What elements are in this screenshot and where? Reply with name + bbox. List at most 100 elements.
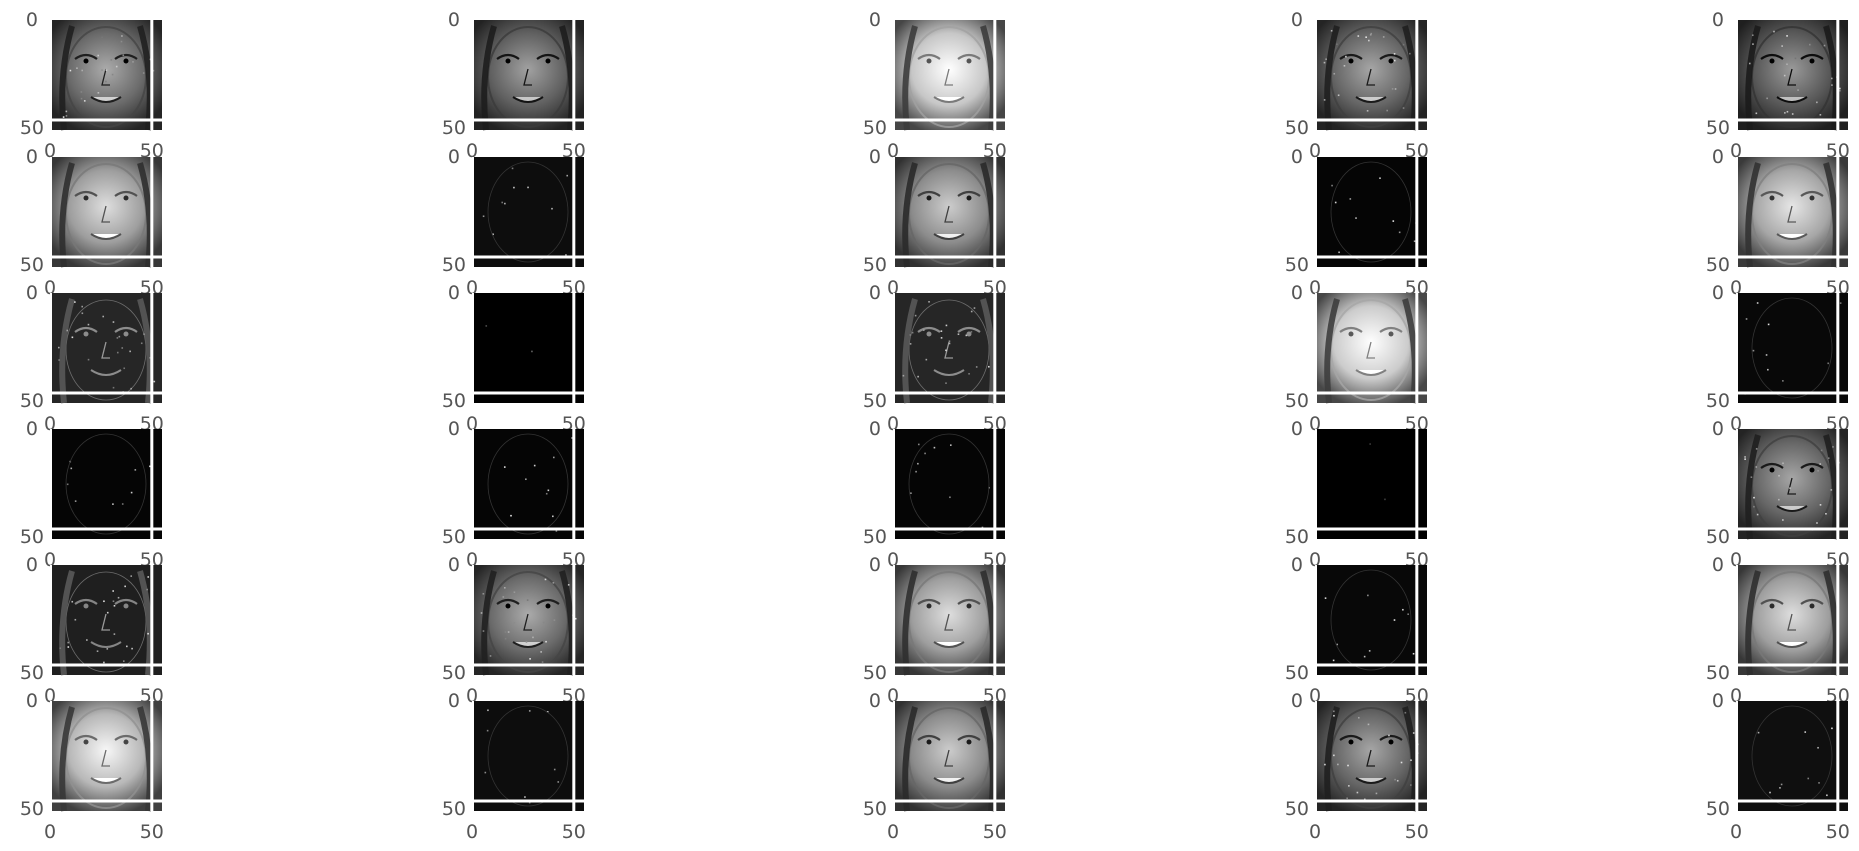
activation-speckle <box>1816 101 1818 104</box>
hair-mark <box>980 162 996 268</box>
mouth-mark <box>933 369 965 376</box>
x-tick-label: 50 <box>562 821 586 843</box>
activation-speckle <box>1782 380 1784 382</box>
activation-speckle <box>486 729 489 732</box>
face-outline <box>1330 26 1412 128</box>
hair-mark <box>902 298 918 404</box>
activation-speckle <box>1392 220 1395 222</box>
y-tick-label: 50 <box>863 798 887 820</box>
activation-speckle <box>1324 597 1327 599</box>
activation-speckle <box>120 40 123 43</box>
face-outline <box>1751 26 1833 128</box>
activation-speckle <box>1778 498 1780 501</box>
eye-mark <box>917 190 941 197</box>
activation-speckle <box>80 91 83 93</box>
activation-speckle <box>948 342 951 345</box>
y-tick-label: 0 <box>1712 418 1724 440</box>
x-tick-label: 0 <box>466 821 478 843</box>
face-outline <box>65 299 147 401</box>
hair-mark <box>1823 162 1839 268</box>
activation-speckle <box>1336 43 1338 46</box>
activation-speckle <box>909 343 912 345</box>
activation-speckle <box>117 596 120 599</box>
hair-mark <box>137 162 153 268</box>
activation-speckle <box>1766 97 1768 100</box>
face-outline <box>908 299 990 401</box>
activation-speckle <box>1345 55 1347 58</box>
activation-speckle <box>503 466 506 468</box>
hair-mark <box>980 706 996 812</box>
x-tick-label: 0 <box>887 821 899 843</box>
activation-speckle <box>502 596 505 598</box>
activation-speckle <box>975 366 978 368</box>
activation-speckle <box>66 329 69 332</box>
pupil-mark <box>123 739 129 745</box>
hair-mark <box>1745 25 1761 131</box>
activation-speckle <box>1786 110 1789 113</box>
eye-mark <box>1800 190 1824 197</box>
activation-speckle <box>546 711 549 713</box>
y-tick-label: 50 <box>20 390 44 412</box>
feature-map-image <box>50 429 162 539</box>
hair-mark <box>902 706 918 812</box>
activation-speckle <box>1382 36 1385 38</box>
feature-map-image <box>472 701 584 811</box>
nose-mark <box>101 613 110 631</box>
activation-speckle <box>513 186 515 189</box>
mouth-mark <box>90 96 122 103</box>
activation-speckle <box>917 462 919 465</box>
y-tick-label: 50 <box>442 117 466 139</box>
pupil-mark <box>926 331 932 337</box>
activation-speckle <box>83 100 86 102</box>
activation-speckle <box>1404 711 1407 714</box>
y-tick-label: 0 <box>1712 146 1724 168</box>
y-tick-label: 0 <box>26 282 38 304</box>
activation-speckle <box>566 174 569 177</box>
activation-speckle <box>1830 77 1833 80</box>
face-outline <box>1330 707 1412 809</box>
x-tick-label: 50 <box>983 821 1007 843</box>
y-tick-label: 0 <box>26 9 38 31</box>
y-tick-label: 50 <box>20 254 44 276</box>
feature-map-image <box>1736 701 1848 811</box>
activation-speckle <box>105 80 107 83</box>
activation-speckle <box>65 115 68 117</box>
activation-speckle <box>1330 29 1333 32</box>
feature-map-image <box>893 429 1005 539</box>
activation-speckle <box>482 630 485 632</box>
pupil-mark <box>926 58 932 64</box>
faint-outline <box>65 433 147 535</box>
nose-mark <box>944 613 953 631</box>
activation-speckle <box>1780 783 1783 786</box>
activation-speckle <box>1413 240 1416 243</box>
activation-speckle <box>485 325 488 327</box>
activation-speckle <box>1369 34 1372 36</box>
y-tick-label: 0 <box>869 418 881 440</box>
hair-mark <box>137 25 153 131</box>
eye-mark <box>74 598 98 605</box>
activation-speckle <box>153 380 156 383</box>
y-tick-label: 50 <box>1285 526 1309 548</box>
activation-speckle <box>101 69 103 71</box>
activation-speckle <box>1807 777 1810 780</box>
activation-speckle <box>1817 746 1819 749</box>
activation-speckle <box>102 315 105 318</box>
activation-speckle <box>134 469 137 471</box>
x-tick-label: 50 <box>140 821 164 843</box>
x-tick-label: 0 <box>1309 821 1321 843</box>
y-tick-label: 0 <box>869 146 881 168</box>
eye-mark <box>114 326 138 333</box>
activation-speckle <box>1388 734 1390 737</box>
activation-speckle <box>911 331 914 334</box>
activation-speckle <box>1402 43 1405 46</box>
activation-speckle <box>1827 457 1830 459</box>
activation-speckle <box>106 611 109 614</box>
pupil-mark <box>83 739 89 745</box>
hair-mark <box>481 25 497 131</box>
